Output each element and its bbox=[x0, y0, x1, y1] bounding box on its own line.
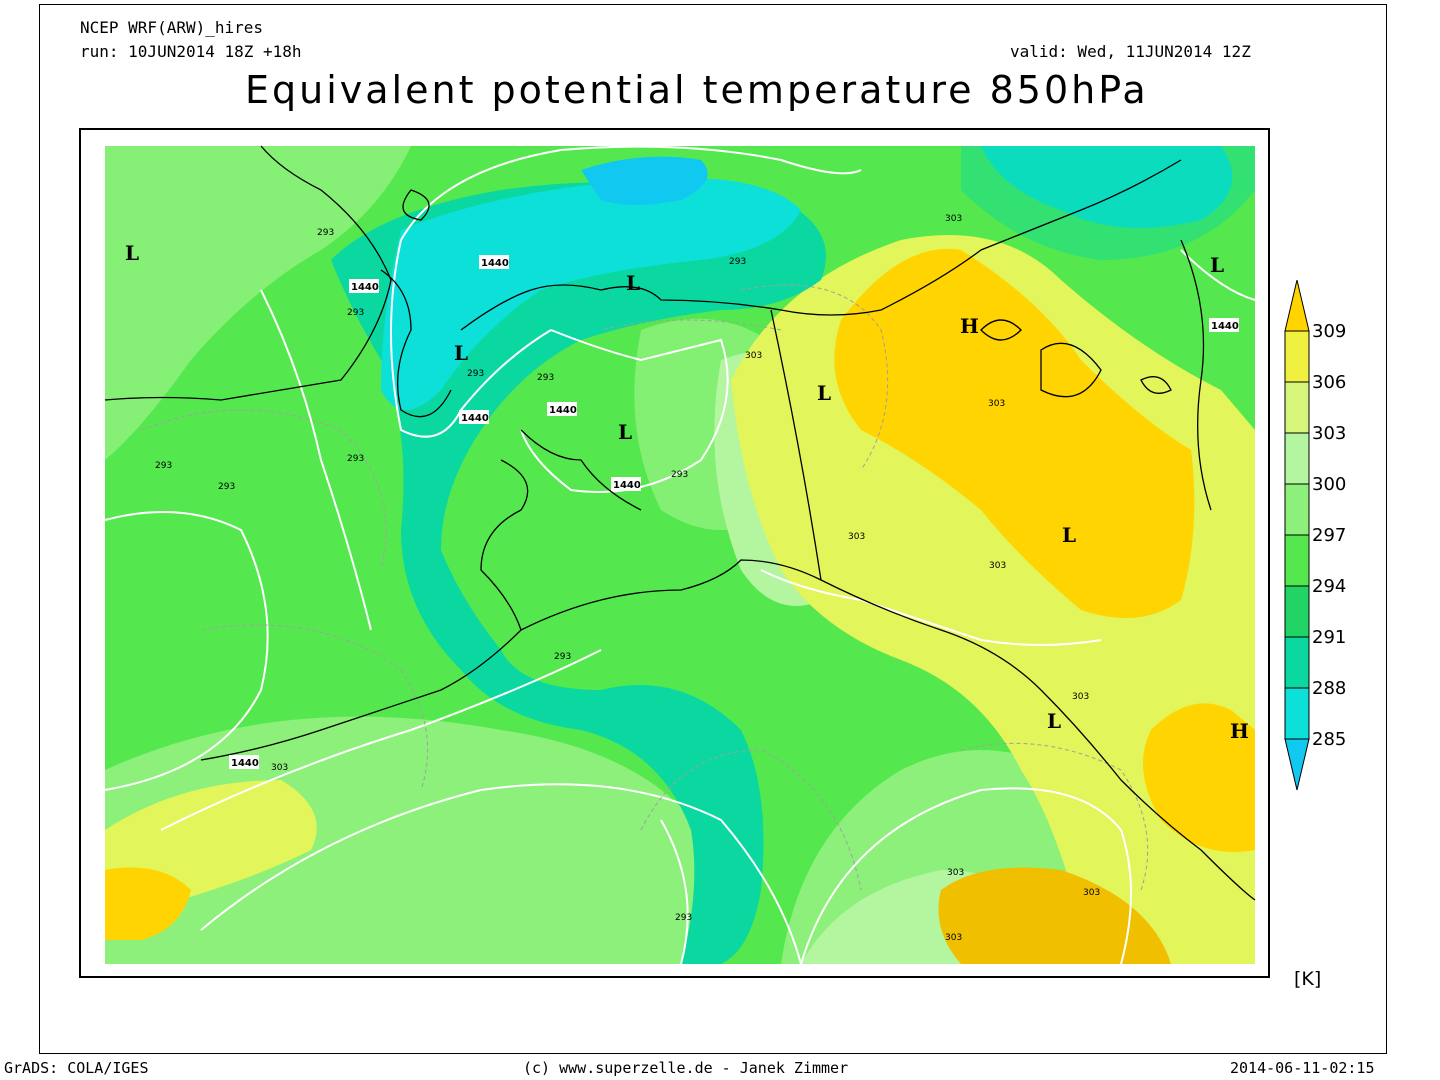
colorbar-label-294: 294 bbox=[1312, 576, 1347, 597]
colorbar-label-297: 297 bbox=[1312, 525, 1347, 546]
height-label-2: 1440 bbox=[461, 413, 489, 424]
theta-label-11: 303 bbox=[945, 214, 962, 224]
footer-credit: (c) www.superzelle.de - Janek Zimmer bbox=[523, 1059, 849, 1077]
color-bar-segment-1 bbox=[1284, 381, 1310, 434]
field-light-green-south bbox=[105, 716, 721, 964]
field-light-green-west bbox=[105, 146, 411, 460]
theta-label-3: 293 bbox=[537, 373, 554, 383]
field-gold-south bbox=[938, 867, 1171, 964]
theta-label-4: 293 bbox=[155, 461, 172, 471]
theta-label-0: 293 bbox=[317, 228, 334, 238]
theta-label-16: 303 bbox=[1072, 692, 1089, 702]
run-info: run: 10JUN2014 18Z +18h bbox=[80, 42, 302, 61]
height-label-1: 1440 bbox=[351, 282, 379, 293]
system-marker-9: H bbox=[1230, 719, 1249, 743]
pressure-systems: L L L L L H L L L H bbox=[125, 241, 1249, 743]
system-marker-8: L bbox=[1047, 709, 1061, 733]
color-bar-segment-6 bbox=[1284, 636, 1310, 689]
color-bar-segment-3 bbox=[1284, 483, 1310, 536]
height-labels: 1440 1440 1440 1440 1440 1440 1440 bbox=[229, 255, 1239, 769]
theta-label-15: 303 bbox=[989, 561, 1006, 571]
system-marker-4: L bbox=[817, 381, 831, 405]
theta-label-2: 293 bbox=[467, 369, 484, 379]
theta-label-17: 303 bbox=[1083, 888, 1100, 898]
field-teal-band bbox=[331, 182, 826, 964]
system-marker-7: L bbox=[1062, 523, 1076, 547]
colorbar-label-291: 291 bbox=[1312, 627, 1347, 648]
theta-label-5: 293 bbox=[218, 482, 235, 492]
system-marker-1: L bbox=[454, 341, 468, 365]
footer-software: GrADS: COLA/IGES bbox=[4, 1059, 149, 1077]
page-title: Equivalent potential temperature 850hPa bbox=[245, 68, 1149, 112]
theta-label-8: 293 bbox=[671, 470, 688, 480]
field-gold-sw bbox=[105, 867, 191, 940]
theta-contours bbox=[140, 284, 1149, 891]
theta-label-20: 303 bbox=[271, 763, 288, 773]
theta-label-13: 303 bbox=[988, 399, 1005, 409]
color-bar-segment-5 bbox=[1284, 585, 1310, 638]
system-marker-6: L bbox=[1210, 253, 1224, 277]
height-label-3: 1440 bbox=[549, 405, 577, 416]
colorbar-label-306: 306 bbox=[1312, 372, 1347, 393]
height-label-6: 1440 bbox=[1211, 321, 1239, 332]
colorbar-label-309: 309 bbox=[1312, 321, 1347, 342]
theta-label-18: 303 bbox=[947, 868, 964, 878]
colorbar-label-285: 285 bbox=[1312, 729, 1347, 750]
coastlines bbox=[104, 145, 1256, 901]
theta-label-7: 293 bbox=[729, 257, 746, 267]
theta-label-9: 293 bbox=[554, 652, 571, 662]
field-teal-northeast bbox=[961, 146, 1255, 260]
colorbar-label-288: 288 bbox=[1312, 678, 1347, 699]
theta-label-10: 293 bbox=[675, 913, 692, 923]
unit-label: [K] bbox=[1294, 968, 1322, 990]
colorbar-label-303: 303 bbox=[1312, 423, 1347, 444]
colorbar-label-300: 300 bbox=[1312, 474, 1347, 495]
system-marker-2: L bbox=[626, 271, 640, 295]
height-label-0: 1440 bbox=[481, 258, 509, 269]
model-name: NCEP WRF(ARW)_hires bbox=[80, 18, 264, 37]
field-gold-east bbox=[834, 248, 1195, 618]
system-marker-5: H bbox=[960, 314, 979, 338]
field-blue-core bbox=[581, 156, 708, 205]
field-gold-southeast bbox=[1143, 703, 1255, 852]
color-bar bbox=[1284, 280, 1310, 791]
color-bar-segment-0 bbox=[1284, 330, 1310, 383]
theta-label-6: 293 bbox=[347, 454, 364, 464]
height-contours bbox=[104, 145, 1256, 965]
theta-label-14: 303 bbox=[848, 532, 865, 542]
height-label-5: 1440 bbox=[231, 758, 259, 769]
color-bar-bottom-arrow bbox=[1284, 738, 1310, 791]
weather-map: 293 293 293 293 293 293 293 293 293 293 … bbox=[79, 128, 1270, 978]
color-bar-segment-4 bbox=[1284, 534, 1310, 587]
theta-label-19: 303 bbox=[945, 933, 962, 943]
color-bar-top-arrow bbox=[1284, 280, 1310, 332]
theta-label-1: 293 bbox=[347, 308, 364, 318]
color-bar-segment-2 bbox=[1284, 432, 1310, 485]
theta-label-12: 303 bbox=[745, 351, 762, 361]
system-marker-3: L bbox=[618, 420, 632, 444]
plot-frame bbox=[39, 4, 1387, 1054]
valid-time: valid: Wed, 11JUN2014 12Z bbox=[1010, 42, 1251, 61]
height-label-4: 1440 bbox=[613, 480, 641, 491]
color-bar-segment-7 bbox=[1284, 687, 1310, 740]
system-marker-0: L bbox=[125, 241, 139, 265]
field-cyan-north bbox=[381, 178, 801, 410]
theta-labels: 293 293 293 293 293 293 293 293 293 293 … bbox=[155, 214, 1100, 943]
footer-timestamp: 2014-06-11-02:15 bbox=[1230, 1059, 1375, 1077]
